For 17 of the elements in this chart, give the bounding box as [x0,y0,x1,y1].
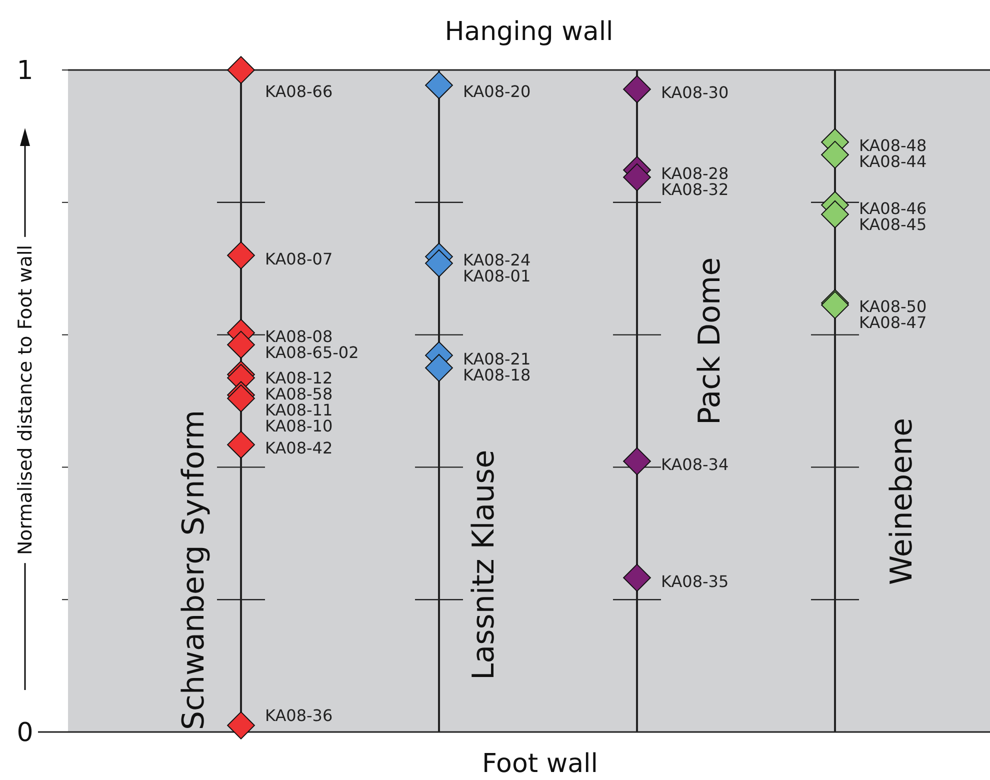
data-label: KA08-66 [265,82,333,101]
x-tick-label: Lassnitz Klause [466,450,502,680]
data-label: KA08-20 [463,82,531,101]
data-label: KA08-30 [661,83,729,102]
data-label: KA08-07 [265,249,333,268]
data-label: KA08-36 [265,706,333,725]
chart-title: Hanging wall [444,17,614,47]
y-tick-label: 1 [16,56,34,86]
data-label: KA08-34 [661,455,729,474]
x-tick-label: Schwanberg Synform [176,410,212,730]
x-tick-label: Pack Dome [692,257,728,425]
y-axis-title: Normalised distance to Foot wall [14,244,37,556]
x-axis-title: Foot wall [482,749,598,779]
data-label: KA08-42 [265,438,333,458]
y-tick-label: 0 [16,718,34,748]
x-tick-label: Weinebene [884,418,920,585]
data-label: KA08-35 [661,572,729,591]
